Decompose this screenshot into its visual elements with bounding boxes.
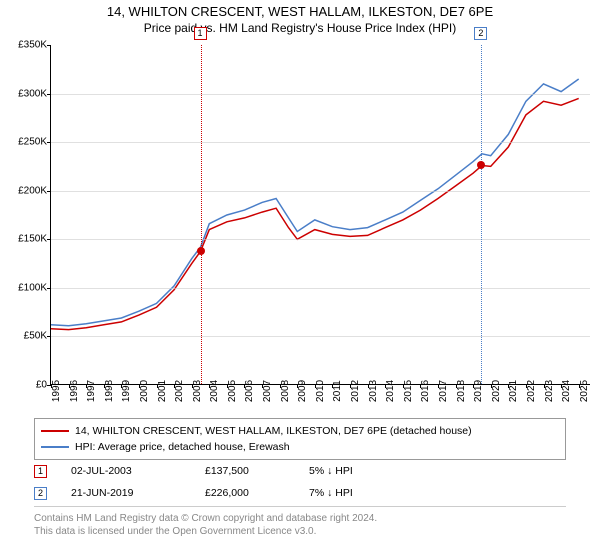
event-price: £137,500 (205, 465, 285, 477)
series-svg (51, 45, 591, 385)
y-tick-label: £200K (3, 185, 47, 196)
event-point (197, 247, 205, 255)
event-marker-1: 1 (34, 465, 47, 478)
chart-subtitle: Price paid vs. HM Land Registry's House … (0, 21, 600, 35)
y-tick-label: £350K (3, 40, 47, 51)
event-point (477, 161, 485, 169)
event-pct: 5% ↓ HPI (309, 465, 419, 477)
footer-line-1: Contains HM Land Registry data © Crown c… (34, 512, 566, 525)
y-tick-label: £50K (3, 331, 47, 342)
event-vline (201, 45, 202, 384)
event-marker-box: 2 (474, 27, 487, 40)
legend-row: HPI: Average price, detached house, Erew… (41, 439, 559, 455)
plot-region: £0£50K£100K£150K£200K£250K£300K£350K1995… (50, 45, 590, 385)
chart-area: £0£50K£100K£150K£200K£250K£300K£350K1995… (50, 45, 590, 405)
legend: 14, WHILTON CRESCENT, WEST HALLAM, ILKES… (34, 418, 566, 460)
legend-row: 14, WHILTON CRESCENT, WEST HALLAM, ILKES… (41, 423, 559, 439)
events-table: 1 02-JUL-2003 £137,500 5% ↓ HPI 2 21-JUN… (34, 460, 566, 504)
chart-container: 14, WHILTON CRESCENT, WEST HALLAM, ILKES… (0, 0, 600, 560)
series-line (51, 98, 579, 329)
legend-label-1: HPI: Average price, detached house, Erew… (75, 441, 290, 453)
event-vline (481, 45, 482, 384)
legend-swatch-0 (41, 430, 69, 432)
title-block: 14, WHILTON CRESCENT, WEST HALLAM, ILKES… (0, 0, 600, 35)
event-date: 02-JUL-2003 (71, 465, 181, 477)
separator (34, 506, 566, 507)
event-pct: 7% ↓ HPI (309, 487, 419, 499)
y-tick-label: £300K (3, 88, 47, 99)
y-tick-label: £150K (3, 234, 47, 245)
y-tick-label: £100K (3, 282, 47, 293)
y-tick-label: £250K (3, 137, 47, 148)
event-marker-2: 2 (34, 487, 47, 500)
y-tick-label: £0 (3, 380, 47, 391)
event-date: 21-JUN-2019 (71, 487, 181, 499)
footer-line-2: This data is licensed under the Open Gov… (34, 525, 566, 538)
legend-swatch-1 (41, 446, 69, 448)
event-marker-box: 1 (194, 27, 207, 40)
event-row: 2 21-JUN-2019 £226,000 7% ↓ HPI (34, 482, 566, 504)
event-row: 1 02-JUL-2003 £137,500 5% ↓ HPI (34, 460, 566, 482)
footer: Contains HM Land Registry data © Crown c… (34, 512, 566, 538)
x-tick-label: 2025 (579, 380, 600, 402)
chart-title: 14, WHILTON CRESCENT, WEST HALLAM, ILKES… (0, 4, 600, 19)
event-price: £226,000 (205, 487, 285, 499)
legend-label-0: 14, WHILTON CRESCENT, WEST HALLAM, ILKES… (75, 425, 472, 437)
